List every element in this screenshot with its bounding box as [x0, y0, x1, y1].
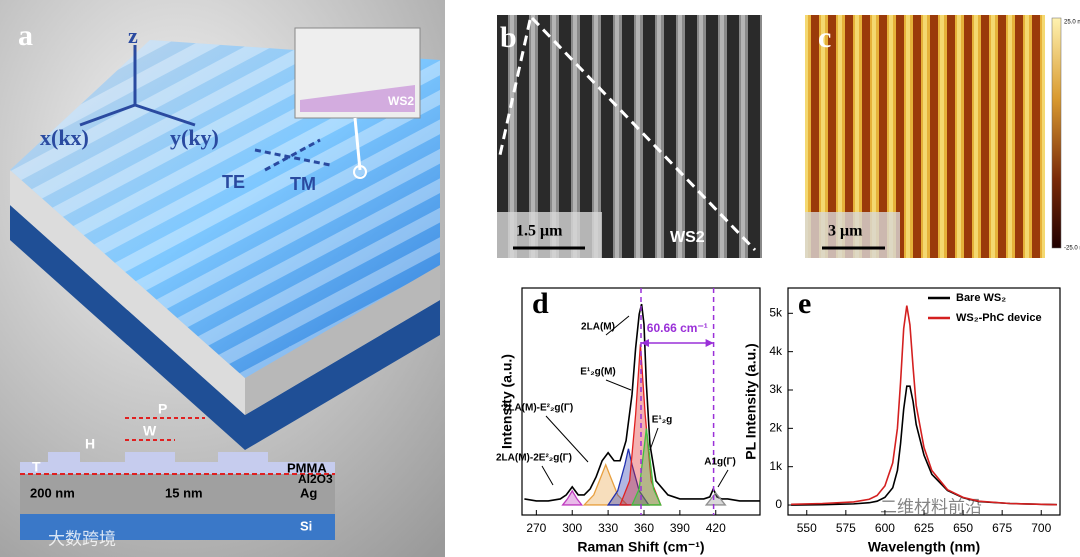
cross-section [20, 417, 335, 540]
mode-label: TM [290, 174, 316, 194]
x-tick-label: 270 [526, 521, 546, 535]
scale-box [805, 212, 900, 258]
panel-a [0, 0, 445, 557]
pointer [353, 117, 362, 171]
series-line [791, 305, 1057, 506]
annotation-arrow [605, 379, 632, 391]
annotation-arrow [605, 315, 630, 336]
x-tick-label: 650 [953, 521, 973, 535]
dim-label: W [143, 423, 157, 439]
flake-edge [498, 19, 532, 156]
annotation: 2LA(M)-2E²₂g(Γ) [496, 453, 572, 464]
dim-label: H [85, 436, 95, 452]
scale-label: 3 μm [828, 223, 863, 240]
grating [10, 40, 440, 378]
axis-label: x(kx) [40, 125, 89, 150]
annotation-arrow [545, 415, 589, 463]
x-tick-label: 550 [797, 521, 817, 535]
panel-label: d [532, 287, 549, 320]
series-line [582, 463, 629, 506]
y-tick-label: 3k [769, 382, 783, 396]
legend-label: WS₂-PhC device [956, 312, 1042, 324]
x-tick-label: 700 [1031, 521, 1051, 535]
slab-side [10, 170, 245, 415]
x-tick-label: 575 [836, 521, 856, 535]
x-tick-label: 300 [562, 521, 582, 535]
annotation: E¹₂g [652, 415, 673, 426]
series-line [524, 303, 760, 502]
scale-box [497, 212, 602, 258]
axis-label: z [128, 23, 138, 48]
panel-c [805, 15, 1062, 258]
substrate [10, 205, 440, 450]
reference-label: 60.66 cm⁻¹ [647, 321, 708, 335]
annotation-arrow [717, 469, 729, 488]
x-tick-label: 360 [634, 521, 654, 535]
series-line [704, 491, 727, 506]
layer-label: Ag [300, 485, 317, 500]
panel-b [497, 15, 762, 258]
annotation: 2LA(M)-E²₂g(Γ) [503, 403, 573, 414]
legend-label: Bare WS₂ [956, 292, 1006, 304]
y-axis-label: Intensity (a.u.) [499, 354, 515, 449]
y-tick-label: 4k [769, 344, 783, 358]
panel-label: b [500, 21, 517, 54]
dim-label: 200 nm [30, 485, 75, 500]
y-tick-label: 0 [775, 497, 782, 511]
annotation: 2LA(M) [581, 322, 615, 333]
mode-label: TE [222, 172, 245, 192]
ws2-lattice [300, 85, 415, 112]
annotation: A1g(Γ) [704, 457, 736, 468]
panel-label: a [18, 19, 33, 52]
dim-label: 15 nm [165, 485, 203, 500]
dim-label: T [32, 459, 41, 475]
series-line [561, 489, 584, 506]
panel-label: e [798, 287, 811, 320]
arrow-head [641, 339, 714, 347]
layer-label: PMMA [287, 460, 327, 475]
annotation: E¹₂g(M) [580, 367, 616, 378]
colorbar [1051, 17, 1062, 249]
material-label: WS2 [670, 229, 705, 246]
x-tick-label: 330 [598, 521, 618, 535]
panel-label: c [818, 21, 831, 54]
annotation-arrow [541, 465, 554, 486]
inset-label: WS2 [388, 94, 414, 108]
x-axis-label: Wavelength (nm) [868, 539, 980, 555]
slab-side [245, 265, 440, 415]
x-tick-label: 390 [670, 521, 690, 535]
layer-label: Si [300, 518, 312, 533]
x-tick-label: 625 [914, 521, 934, 535]
y-tick-label: 5k [769, 305, 783, 319]
x-axis-label: Raman Shift (cm⁻¹) [577, 539, 704, 555]
watermark: 二维材料前沿 [880, 497, 982, 516]
x-tick-label: 675 [992, 521, 1012, 535]
axes [79, 45, 331, 172]
x-tick-label: 420 [706, 521, 726, 535]
flake-edge [530, 16, 757, 252]
layer-label: Al2O3 [298, 472, 333, 486]
series-line [631, 428, 662, 506]
y-tick-label: 2k [769, 421, 783, 435]
dim-label: P [158, 401, 167, 417]
watermark: 大数跨境 [48, 529, 116, 548]
colorbar-label: 25.0 nm [1064, 20, 1080, 26]
axis-label: y(ky) [170, 125, 219, 150]
colorbar-label: -25.0 nm [1064, 246, 1080, 252]
y-axis-label: PL Intensity (a.u.) [743, 343, 759, 459]
x-tick-label: 600 [875, 521, 895, 535]
annotation-arrow [649, 427, 659, 451]
y-tick-label: 1k [769, 459, 783, 473]
scale-label: 1.5 μm [516, 223, 563, 240]
pointer [353, 165, 367, 179]
